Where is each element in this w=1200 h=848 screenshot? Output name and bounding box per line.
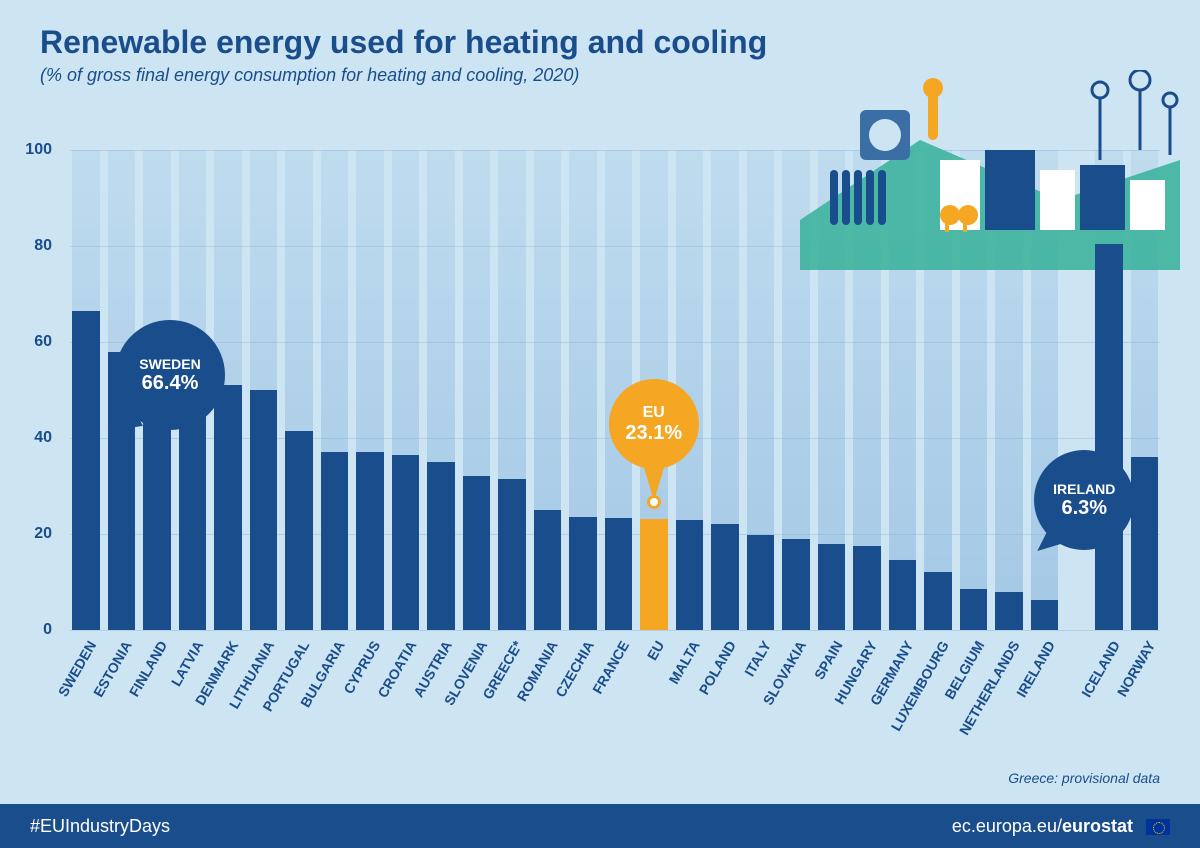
bar-column: CYPRUS: [354, 150, 386, 630]
bar-background: [995, 150, 1023, 630]
bar: [463, 476, 491, 630]
bar: [534, 510, 562, 630]
bar-column: CROATIA: [390, 150, 422, 630]
bar-background: [889, 150, 917, 630]
bar: [960, 589, 988, 630]
bar: [605, 518, 633, 630]
footnote: Greece: provisional data: [1008, 770, 1160, 786]
bar-background: [960, 150, 988, 630]
callout-bubble: EU 23.1%: [609, 379, 699, 469]
bar: [676, 520, 704, 630]
bar-column: POLAND: [709, 150, 741, 630]
bar: [569, 517, 597, 630]
bar-column: LITHUANIA: [248, 150, 280, 630]
eu-flag-icon: [1146, 819, 1170, 835]
bar: [427, 462, 455, 630]
bar: [640, 519, 668, 630]
bar: [747, 535, 775, 630]
bar: [924, 572, 952, 630]
x-label: LATVIA: [167, 638, 206, 689]
bar: [72, 311, 100, 630]
bar-column: SLOVAKIA: [780, 150, 812, 630]
bar-column: CZECHIA: [567, 150, 599, 630]
bar: [1031, 600, 1059, 630]
grid-line: [70, 630, 1160, 631]
x-label: SPAIN: [810, 638, 845, 682]
bar: [1131, 457, 1159, 630]
bar-column: GREECE*: [496, 150, 528, 630]
header: Renewable energy used for heating and co…: [0, 0, 1200, 98]
x-label: ITALY: [741, 638, 774, 679]
bar-column: SWEDEN: [70, 150, 102, 630]
y-tick: 40: [34, 429, 52, 447]
bar-column: AUSTRIA: [425, 150, 457, 630]
bar-column: NORWAY: [1129, 150, 1161, 630]
bar: [321, 452, 349, 630]
callout-ireland: IRELAND 6.3%: [1034, 450, 1134, 550]
callout-value: 23.1%: [625, 422, 682, 445]
bar-column: ROMANIA: [532, 150, 564, 630]
bar: [711, 524, 739, 630]
callout-eu: EU 23.1%: [609, 379, 699, 509]
y-tick: 0: [43, 621, 52, 639]
footer-url-bold: eurostat: [1062, 816, 1133, 836]
bar-column: GERMANY: [887, 150, 919, 630]
bar: [392, 455, 420, 630]
y-tick: 100: [25, 141, 52, 159]
bar: [889, 560, 917, 630]
bar-column: PORTUGAL: [283, 150, 315, 630]
bar-column: BELGIUM: [958, 150, 990, 630]
footer-url: ec.europa.eu/eurostat: [952, 816, 1170, 837]
bar: [1095, 244, 1123, 630]
y-tick: 60: [34, 333, 52, 351]
bar: [782, 539, 810, 630]
bar-column: BULGARIA: [319, 150, 351, 630]
bar-column: ICELAND: [1093, 150, 1125, 630]
bar: [250, 390, 278, 630]
page-subtitle: (% of gross final energy consumption for…: [40, 65, 1160, 86]
column-gap: [1064, 150, 1089, 630]
bar-column: ITALY: [745, 150, 777, 630]
bar-column: HUNGARY: [851, 150, 883, 630]
bar: [214, 385, 242, 630]
bar: [285, 431, 313, 630]
x-label: EU: [644, 638, 668, 663]
pin-dot-icon: [647, 495, 661, 509]
page-title: Renewable energy used for heating and co…: [40, 24, 1160, 61]
footer-url-prefix: ec.europa.eu/: [952, 816, 1062, 836]
bar-background: [924, 150, 952, 630]
callout-value: 6.3%: [1061, 497, 1107, 520]
callout-label: SWEDEN: [139, 356, 200, 372]
x-label: MALTA: [666, 638, 703, 687]
footer: #EUIndustryDays ec.europa.eu/eurostat: [0, 804, 1200, 848]
y-tick: 80: [34, 237, 52, 255]
callout-label: EU: [643, 404, 665, 422]
callout-label: IRELAND: [1053, 481, 1115, 497]
bar: [818, 544, 846, 630]
bar: [498, 479, 526, 630]
bar-column: SLOVENIA: [461, 150, 493, 630]
chart-area: 020406080100 SWEDENESTONIAFINLANDLATVIAD…: [60, 150, 1160, 630]
bar-column: NETHERLANDS: [993, 150, 1025, 630]
bar: [995, 592, 1023, 630]
y-tick: 20: [34, 525, 52, 543]
callout-sweden: SWEDEN 66.4%: [115, 320, 225, 430]
bar-column: LUXEMBOURG: [922, 150, 954, 630]
bar: [356, 452, 384, 630]
bar-column: SPAIN: [816, 150, 848, 630]
y-axis: 020406080100: [30, 150, 60, 630]
callout-bubble: IRELAND 6.3%: [1034, 450, 1134, 550]
bar: [853, 546, 881, 630]
callout-value: 66.4%: [142, 372, 199, 395]
footer-hashtag: #EUIndustryDays: [30, 816, 170, 837]
